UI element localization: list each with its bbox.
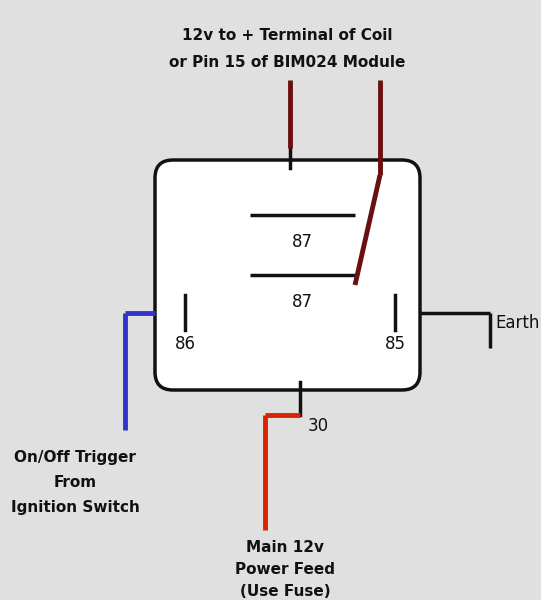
Text: Earth: Earth (495, 313, 539, 331)
Text: From: From (54, 475, 96, 490)
Text: Main 12v: Main 12v (246, 540, 324, 555)
Text: Power Feed: Power Feed (235, 562, 335, 577)
Text: (Use Fuse): (Use Fuse) (240, 584, 331, 599)
Text: 87: 87 (292, 293, 313, 311)
Text: On/Off Trigger: On/Off Trigger (14, 450, 136, 465)
Text: 86: 86 (175, 335, 195, 353)
FancyBboxPatch shape (155, 160, 420, 390)
Text: 30: 30 (308, 417, 329, 435)
Text: Ignition Switch: Ignition Switch (11, 500, 140, 515)
Text: 85: 85 (385, 335, 406, 353)
Text: or Pin 15 of BIM024 Module: or Pin 15 of BIM024 Module (169, 55, 406, 70)
Text: 87: 87 (292, 233, 313, 251)
Text: 12v to + Terminal of Coil: 12v to + Terminal of Coil (182, 28, 393, 43)
